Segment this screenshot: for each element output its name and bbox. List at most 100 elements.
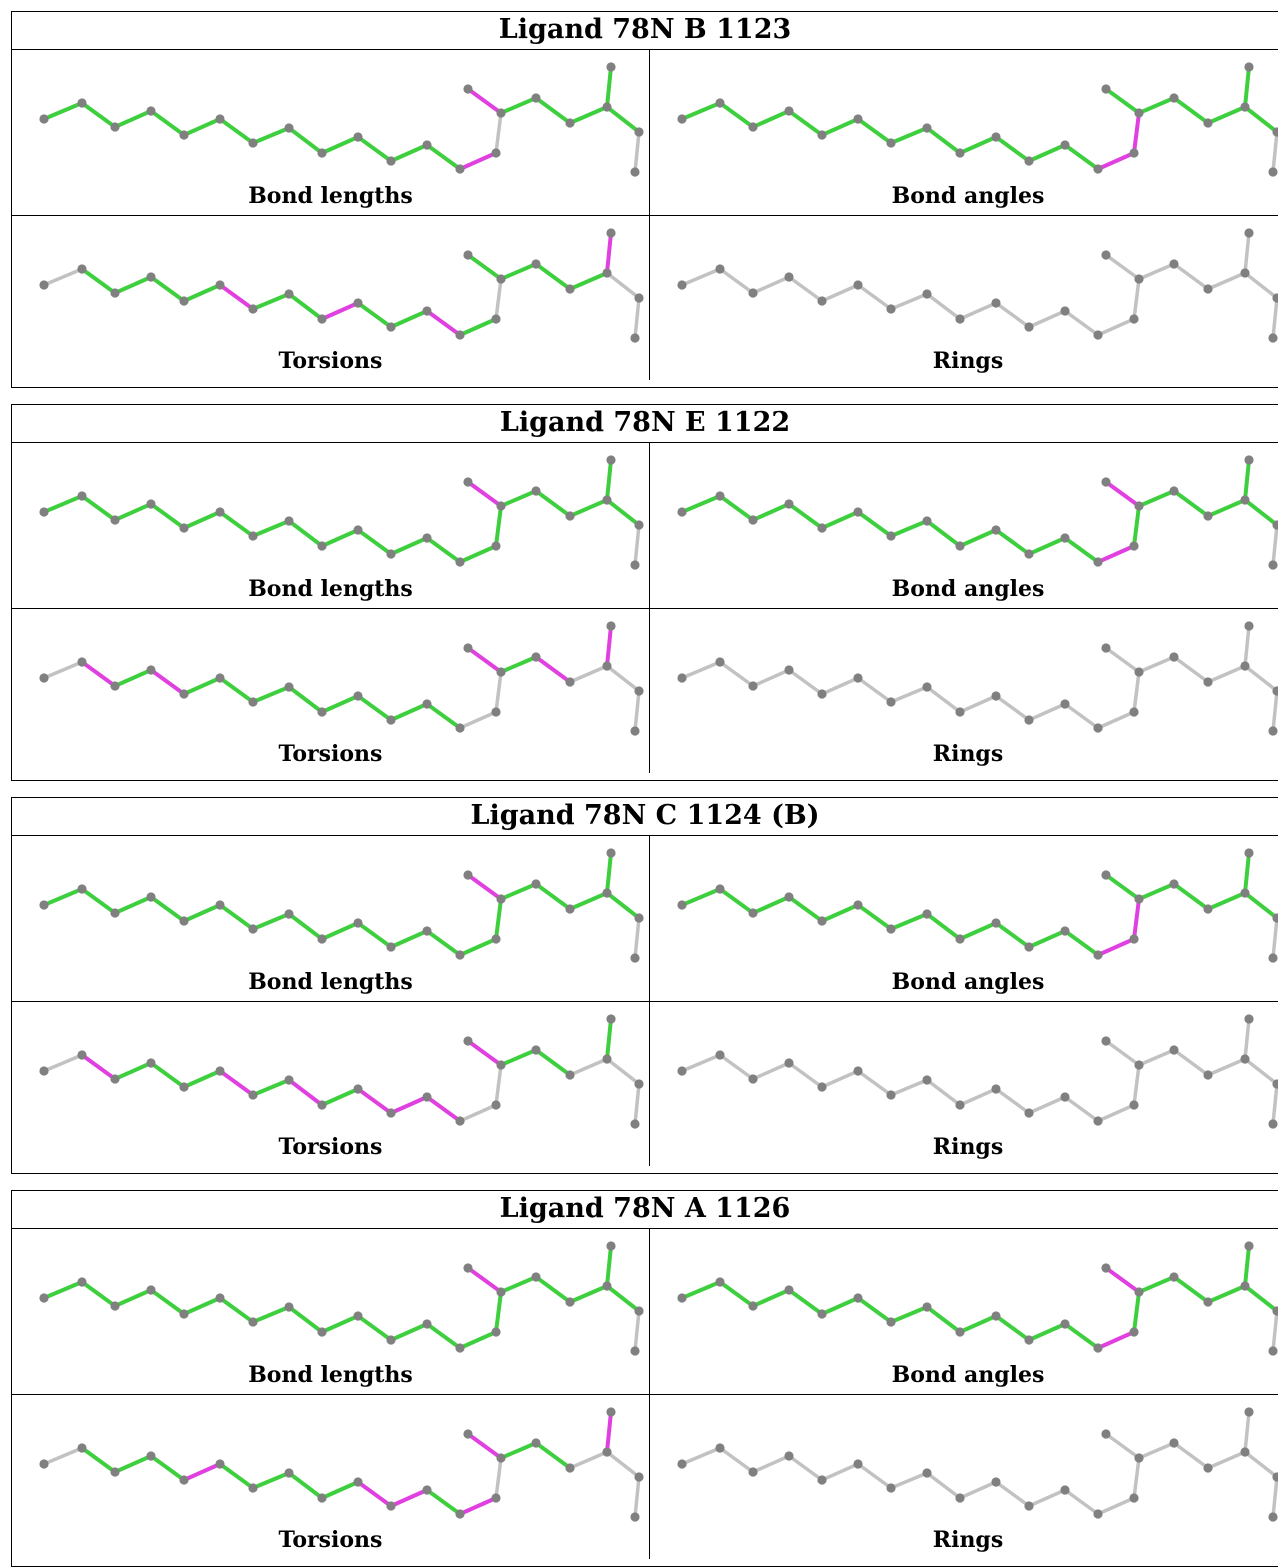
atom [1272,1079,1278,1089]
bond [182,117,222,137]
atom [630,1512,640,1522]
atom [955,148,965,158]
atom [1129,934,1139,944]
atom [634,520,644,530]
atom [248,138,258,148]
bond [466,1039,503,1067]
atom [1093,1116,1103,1126]
atom [317,541,327,551]
atom [715,1050,725,1060]
bond [787,275,824,303]
atom [248,1090,258,1100]
atom [1024,1335,1034,1345]
bond [251,685,291,704]
atom [110,1467,120,1477]
bond [287,292,324,321]
atom [496,1287,506,1297]
bond [499,96,538,115]
bond [633,523,641,567]
atom [496,501,506,511]
atom [991,525,1001,535]
bond [1172,1275,1210,1304]
bond [1132,1456,1141,1500]
bond [820,676,860,696]
bond [751,1061,791,1081]
bond [1271,296,1278,340]
molecule-diagram [39,1241,644,1356]
bond [287,685,324,714]
atom [748,288,758,298]
atom [146,106,156,116]
bond [320,1087,360,1107]
bond [856,1296,893,1324]
atom [715,884,725,894]
atom [602,1281,612,1291]
bond [787,1061,824,1089]
bond [958,1480,998,1500]
bond [1063,309,1100,337]
atom [886,1090,896,1100]
bond [320,1480,360,1500]
bond [820,1462,860,1482]
atom [677,673,687,683]
panel-label: Bond angles [891,969,1045,995]
atom [1024,942,1034,952]
atom [531,1438,541,1448]
bond [1027,536,1067,556]
bond [1063,1322,1100,1350]
atom [179,1309,189,1319]
bond [534,489,572,518]
bond [605,271,641,300]
bond [787,1288,824,1316]
molecule-diagram [677,228,1278,343]
bond [889,685,929,704]
bond [1063,1488,1100,1516]
bond [494,897,503,941]
bond [113,502,153,522]
atom [1244,62,1254,72]
bond [605,1017,613,1061]
atom [39,507,49,517]
atom [1203,1463,1213,1473]
atom [248,1317,258,1327]
bond [605,65,613,109]
atom [1169,1438,1179,1448]
bond [994,135,1031,163]
bond [605,1057,641,1086]
bond [251,126,291,145]
atom [748,515,758,525]
atom [1268,333,1278,343]
atom [1129,1493,1139,1503]
bond [182,1462,222,1482]
panel-torsions: Torsions [12,608,649,773]
atom [1240,1281,1250,1291]
bond [42,660,84,680]
atom [248,531,258,541]
bond [80,101,117,129]
bond [534,655,572,684]
atom [146,1058,156,1068]
atom [1268,953,1278,963]
atom [853,900,863,910]
panel-rings: Rings [649,608,1278,773]
bond [605,458,613,502]
atom [1093,1343,1103,1353]
bond [1206,105,1247,125]
atom [1093,1509,1103,1519]
bond [80,1280,117,1308]
atom [630,560,640,570]
bond [458,1103,498,1123]
bond [1271,1082,1278,1126]
atom [606,455,616,465]
bond [856,1462,893,1490]
bond [1243,1057,1278,1086]
bond [1104,873,1141,901]
bond [389,1488,429,1508]
atom [1093,950,1103,960]
bond [1206,1284,1247,1304]
atom [1169,879,1179,889]
bond [218,1296,255,1324]
atom [1060,1092,1070,1102]
bond [994,1314,1031,1342]
panel-rings: Rings [649,215,1278,380]
